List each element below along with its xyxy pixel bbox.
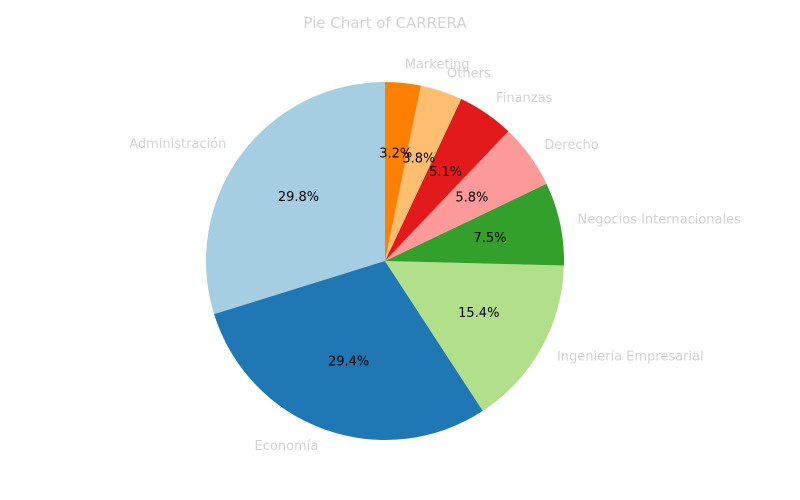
slice-label: Finanzas	[496, 91, 552, 106]
percent-label: 7.5%	[474, 231, 507, 246]
slice-label: Derecho	[544, 138, 598, 153]
pie-slice	[205, 82, 385, 315]
percent-label: 5.8%	[455, 190, 488, 205]
chart-title: Pie Chart of CARRERA	[303, 14, 467, 32]
percent-label: 15.4%	[458, 306, 499, 321]
slice-label: Ingeniería Empresarial	[557, 349, 704, 364]
slice-label: Economía	[255, 439, 319, 454]
percent-label: 3.8%	[402, 152, 435, 167]
slice-label: Others	[447, 67, 491, 82]
pie-slice	[385, 183, 564, 266]
pie-slices	[205, 82, 564, 440]
pie-slice	[385, 261, 564, 411]
pie-slice	[385, 131, 547, 261]
slice-labels: Administración Economía Ingeniería Empresa…	[129, 58, 741, 454]
slice-label: Marketing	[405, 58, 470, 73]
pie-slice	[214, 261, 483, 440]
percent-labels: 29.8% 29.4% 15.4% 7.5% 5.8% 5.1%3.8%3.2%	[278, 147, 507, 370]
pie-slice	[385, 82, 421, 261]
pie-slice	[385, 99, 509, 262]
pie-slice	[385, 85, 462, 261]
slice-label: Administración	[129, 137, 226, 152]
percent-label: 5.1%	[429, 165, 462, 180]
percent-label: 29.4%	[328, 355, 369, 370]
percent-label: 3.2%	[379, 147, 412, 162]
slice-label: Negocios Internacionales	[578, 212, 742, 227]
percent-label: 29.8%	[278, 190, 319, 205]
